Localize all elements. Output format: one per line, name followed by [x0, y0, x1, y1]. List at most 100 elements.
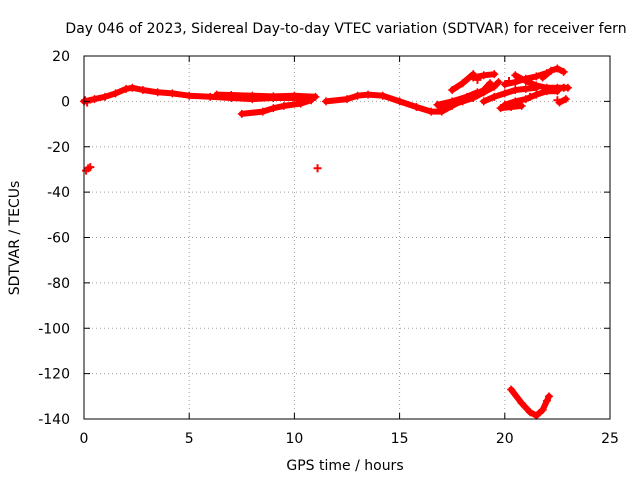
data-point [395, 97, 404, 106]
data-trace [434, 89, 481, 108]
data-point [469, 93, 478, 102]
data-point [473, 75, 482, 84]
data-point [532, 411, 541, 420]
data-point [490, 70, 499, 79]
data-point [538, 73, 547, 82]
chart-title: Day 046 of 2023, Sidereal Day-to-day VTE… [65, 21, 626, 37]
data-point [526, 408, 535, 417]
data-point [511, 86, 520, 95]
y-tick-label: 0 [61, 94, 70, 110]
y-axis-label: SDTVAR / TECUs [7, 181, 23, 296]
data-point [507, 103, 516, 112]
data-point [168, 89, 177, 98]
x-tick-label: 5 [185, 431, 194, 447]
data-point [279, 101, 288, 110]
data-point [559, 83, 568, 92]
data-point [111, 89, 120, 98]
data-point [521, 95, 530, 104]
data-point [343, 95, 351, 104]
data-point [532, 81, 541, 90]
data-point [469, 73, 478, 82]
data-point [496, 104, 505, 113]
data-point [553, 64, 562, 73]
data-point [561, 95, 570, 104]
data-point [490, 92, 499, 101]
data-point [494, 78, 503, 87]
data-point [458, 79, 467, 88]
y-tick-label: -80 [47, 276, 70, 292]
data-layer [80, 64, 572, 420]
data-point [448, 86, 457, 95]
data-point [500, 80, 509, 89]
data-point [547, 66, 556, 75]
data-point [544, 392, 553, 401]
y-tick-label: -100 [38, 321, 70, 337]
data-point [90, 95, 99, 104]
data-point [185, 91, 194, 100]
data-point [553, 96, 562, 105]
data-point [448, 100, 457, 109]
data-point [505, 76, 514, 85]
plot-frame [83, 55, 611, 420]
x-axis-label: GPS time / hours [286, 458, 403, 474]
data-point [488, 82, 497, 91]
data-point [433, 100, 442, 109]
data-point [437, 104, 446, 113]
x-tick-label: 25 [601, 431, 619, 447]
x-tick-label: 15 [391, 431, 409, 447]
data-point [542, 87, 551, 96]
data-point [296, 99, 305, 108]
data-point [101, 92, 110, 101]
data-point [479, 71, 488, 80]
ticks: 0 5 10 15 20 25 20 0 -20 -40 -60 -80 -100 -120 -140 [38, 49, 619, 447]
data-point [521, 84, 530, 93]
data-point [364, 90, 373, 99]
data-point [307, 96, 316, 105]
data-point [532, 72, 541, 81]
data-point [521, 74, 530, 83]
data-point [517, 399, 526, 408]
data-point [311, 92, 320, 101]
data-point [538, 405, 547, 414]
data-point [412, 103, 421, 112]
y-tick-label: 20 [52, 49, 70, 65]
data-point [313, 164, 322, 173]
y-tick-label: -140 [38, 412, 70, 428]
data-point [258, 107, 267, 116]
data-point [511, 71, 520, 80]
data-point [269, 104, 278, 113]
data-point [353, 91, 362, 100]
data-point [206, 92, 215, 101]
data-point [290, 91, 299, 100]
data-point [553, 87, 562, 96]
y-tick-label: -120 [38, 367, 70, 383]
data-point [269, 92, 278, 101]
data-point [511, 78, 520, 87]
data-point [212, 90, 221, 99]
data-point [138, 86, 147, 95]
grid [84, 56, 610, 419]
data-point [507, 385, 516, 394]
data-point [526, 92, 535, 101]
data-point [227, 91, 236, 100]
data-point [479, 88, 488, 97]
data-point [237, 109, 246, 118]
data-point [517, 101, 526, 110]
data-point [427, 107, 436, 116]
data-point [153, 88, 162, 97]
data-point [122, 84, 131, 93]
y-tick-label: -20 [47, 140, 70, 156]
data-point [321, 97, 330, 106]
data-point [458, 97, 467, 106]
data-point [500, 89, 509, 98]
data-point [378, 91, 387, 100]
data-point [559, 67, 568, 76]
data-point [542, 396, 551, 405]
x-tick-label: 20 [496, 431, 514, 447]
y-tick-label: -40 [47, 185, 70, 201]
data-point [479, 97, 488, 106]
data-point [128, 83, 137, 92]
y-tick-label: -60 [47, 231, 70, 247]
